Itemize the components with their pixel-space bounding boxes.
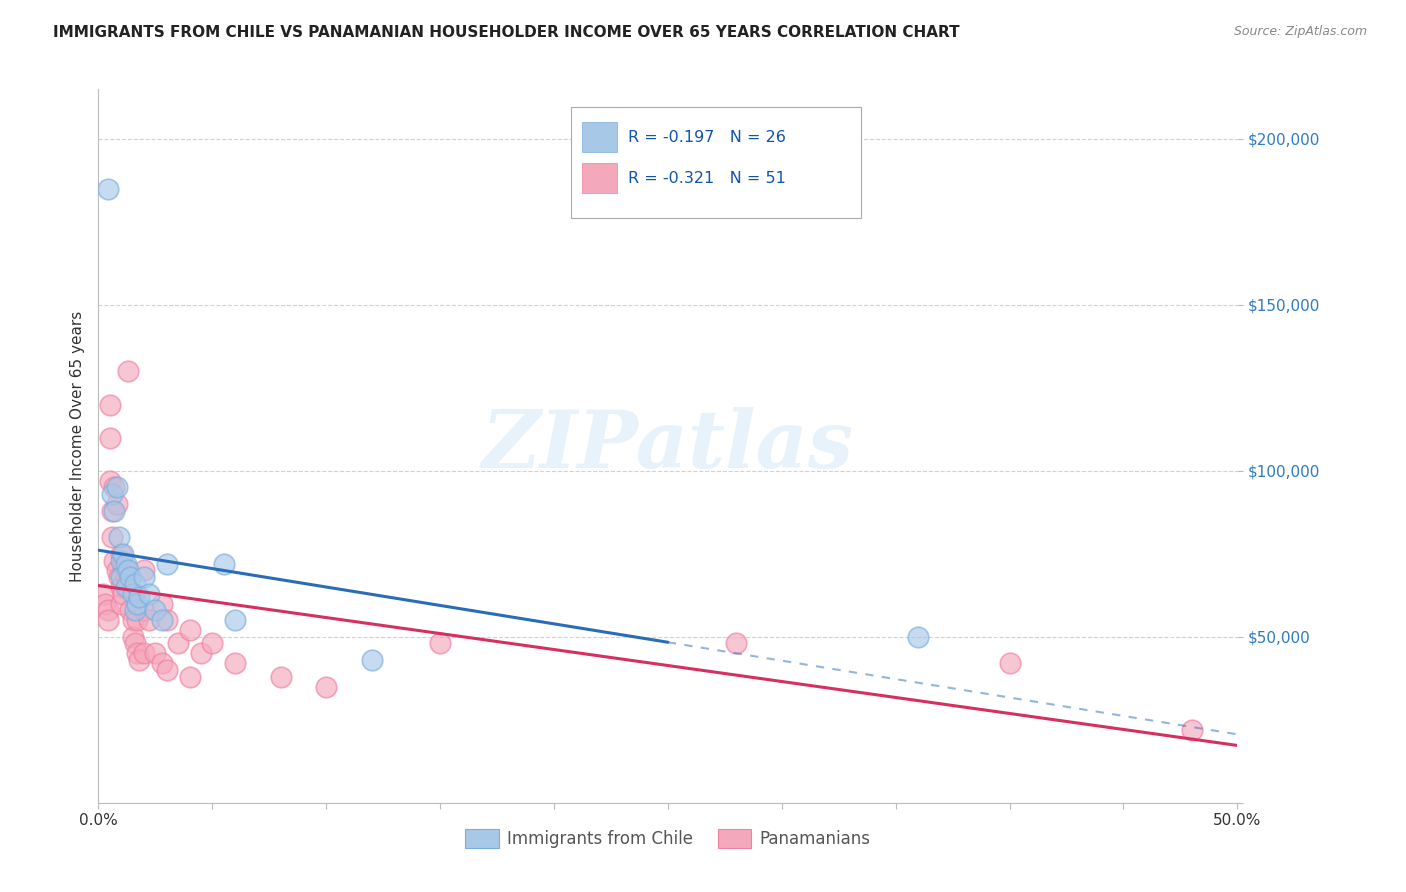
- Point: [101, 487, 124, 501]
- Point: [725, 636, 748, 650]
- Point: [108, 570, 131, 584]
- Point: [132, 647, 155, 661]
- Point: [112, 587, 135, 601]
- Point: [150, 597, 173, 611]
- Point: [128, 590, 150, 604]
- Point: [315, 680, 337, 694]
- Point: [179, 624, 201, 638]
- Point: [190, 647, 212, 661]
- Point: [156, 613, 179, 627]
- Point: [96, 182, 118, 196]
- Point: [270, 670, 292, 684]
- Point: [110, 553, 132, 567]
- Text: R = -0.197   N = 26: R = -0.197 N = 26: [628, 129, 786, 145]
- Point: [94, 597, 117, 611]
- Point: [98, 397, 121, 411]
- Point: [108, 530, 131, 544]
- Point: [124, 603, 146, 617]
- Point: [110, 597, 132, 611]
- Point: [114, 580, 136, 594]
- FancyBboxPatch shape: [571, 107, 862, 218]
- Point: [138, 613, 160, 627]
- Point: [132, 570, 155, 584]
- Point: [128, 653, 150, 667]
- Point: [127, 597, 149, 611]
- Point: [120, 603, 142, 617]
- Y-axis label: Householder Income Over 65 years: Householder Income Over 65 years: [69, 310, 84, 582]
- Point: [138, 587, 160, 601]
- Point: [127, 647, 149, 661]
- Point: [114, 570, 136, 584]
- Bar: [582, 122, 617, 152]
- Point: [124, 636, 146, 650]
- Point: [114, 557, 136, 571]
- Point: [105, 481, 128, 495]
- Point: [121, 613, 143, 627]
- Point: [117, 580, 139, 594]
- Text: ZIPatlas: ZIPatlas: [482, 408, 853, 484]
- Point: [120, 570, 142, 584]
- Point: [110, 570, 132, 584]
- Point: [360, 653, 382, 667]
- Point: [117, 564, 139, 578]
- Text: R = -0.321   N = 51: R = -0.321 N = 51: [628, 171, 786, 186]
- Text: Source: ZipAtlas.com: Source: ZipAtlas.com: [1233, 25, 1367, 38]
- Point: [110, 547, 132, 561]
- Point: [91, 587, 114, 601]
- Point: [156, 557, 179, 571]
- Point: [103, 553, 125, 567]
- Point: [998, 657, 1021, 671]
- Point: [101, 504, 124, 518]
- Point: [201, 636, 224, 650]
- Point: [224, 613, 246, 627]
- Point: [132, 564, 155, 578]
- Point: [96, 613, 118, 627]
- Text: IMMIGRANTS FROM CHILE VS PANAMANIAN HOUSEHOLDER INCOME OVER 65 YEARS CORRELATION: IMMIGRANTS FROM CHILE VS PANAMANIAN HOUS…: [53, 25, 960, 40]
- Point: [124, 576, 146, 591]
- Point: [150, 613, 173, 627]
- Point: [224, 657, 246, 671]
- Point: [121, 587, 143, 601]
- Point: [121, 630, 143, 644]
- Point: [145, 603, 167, 617]
- Point: [112, 547, 135, 561]
- Point: [167, 636, 190, 650]
- Point: [127, 613, 149, 627]
- Point: [156, 663, 179, 677]
- Point: [145, 647, 167, 661]
- Point: [429, 636, 451, 650]
- Bar: [582, 163, 617, 194]
- Point: [212, 557, 235, 571]
- Point: [132, 603, 155, 617]
- Point: [98, 431, 121, 445]
- Point: [117, 364, 139, 378]
- Point: [98, 474, 121, 488]
- Point: [124, 587, 146, 601]
- Point: [907, 630, 929, 644]
- Point: [110, 580, 132, 594]
- Point: [105, 564, 128, 578]
- Point: [103, 504, 125, 518]
- Point: [103, 481, 125, 495]
- Point: [96, 603, 118, 617]
- Point: [1181, 723, 1204, 737]
- Point: [179, 670, 201, 684]
- Point: [112, 557, 135, 571]
- Point: [101, 530, 124, 544]
- Point: [150, 657, 173, 671]
- Legend: Immigrants from Chile, Panamanians: Immigrants from Chile, Panamanians: [458, 822, 877, 855]
- Point: [105, 497, 128, 511]
